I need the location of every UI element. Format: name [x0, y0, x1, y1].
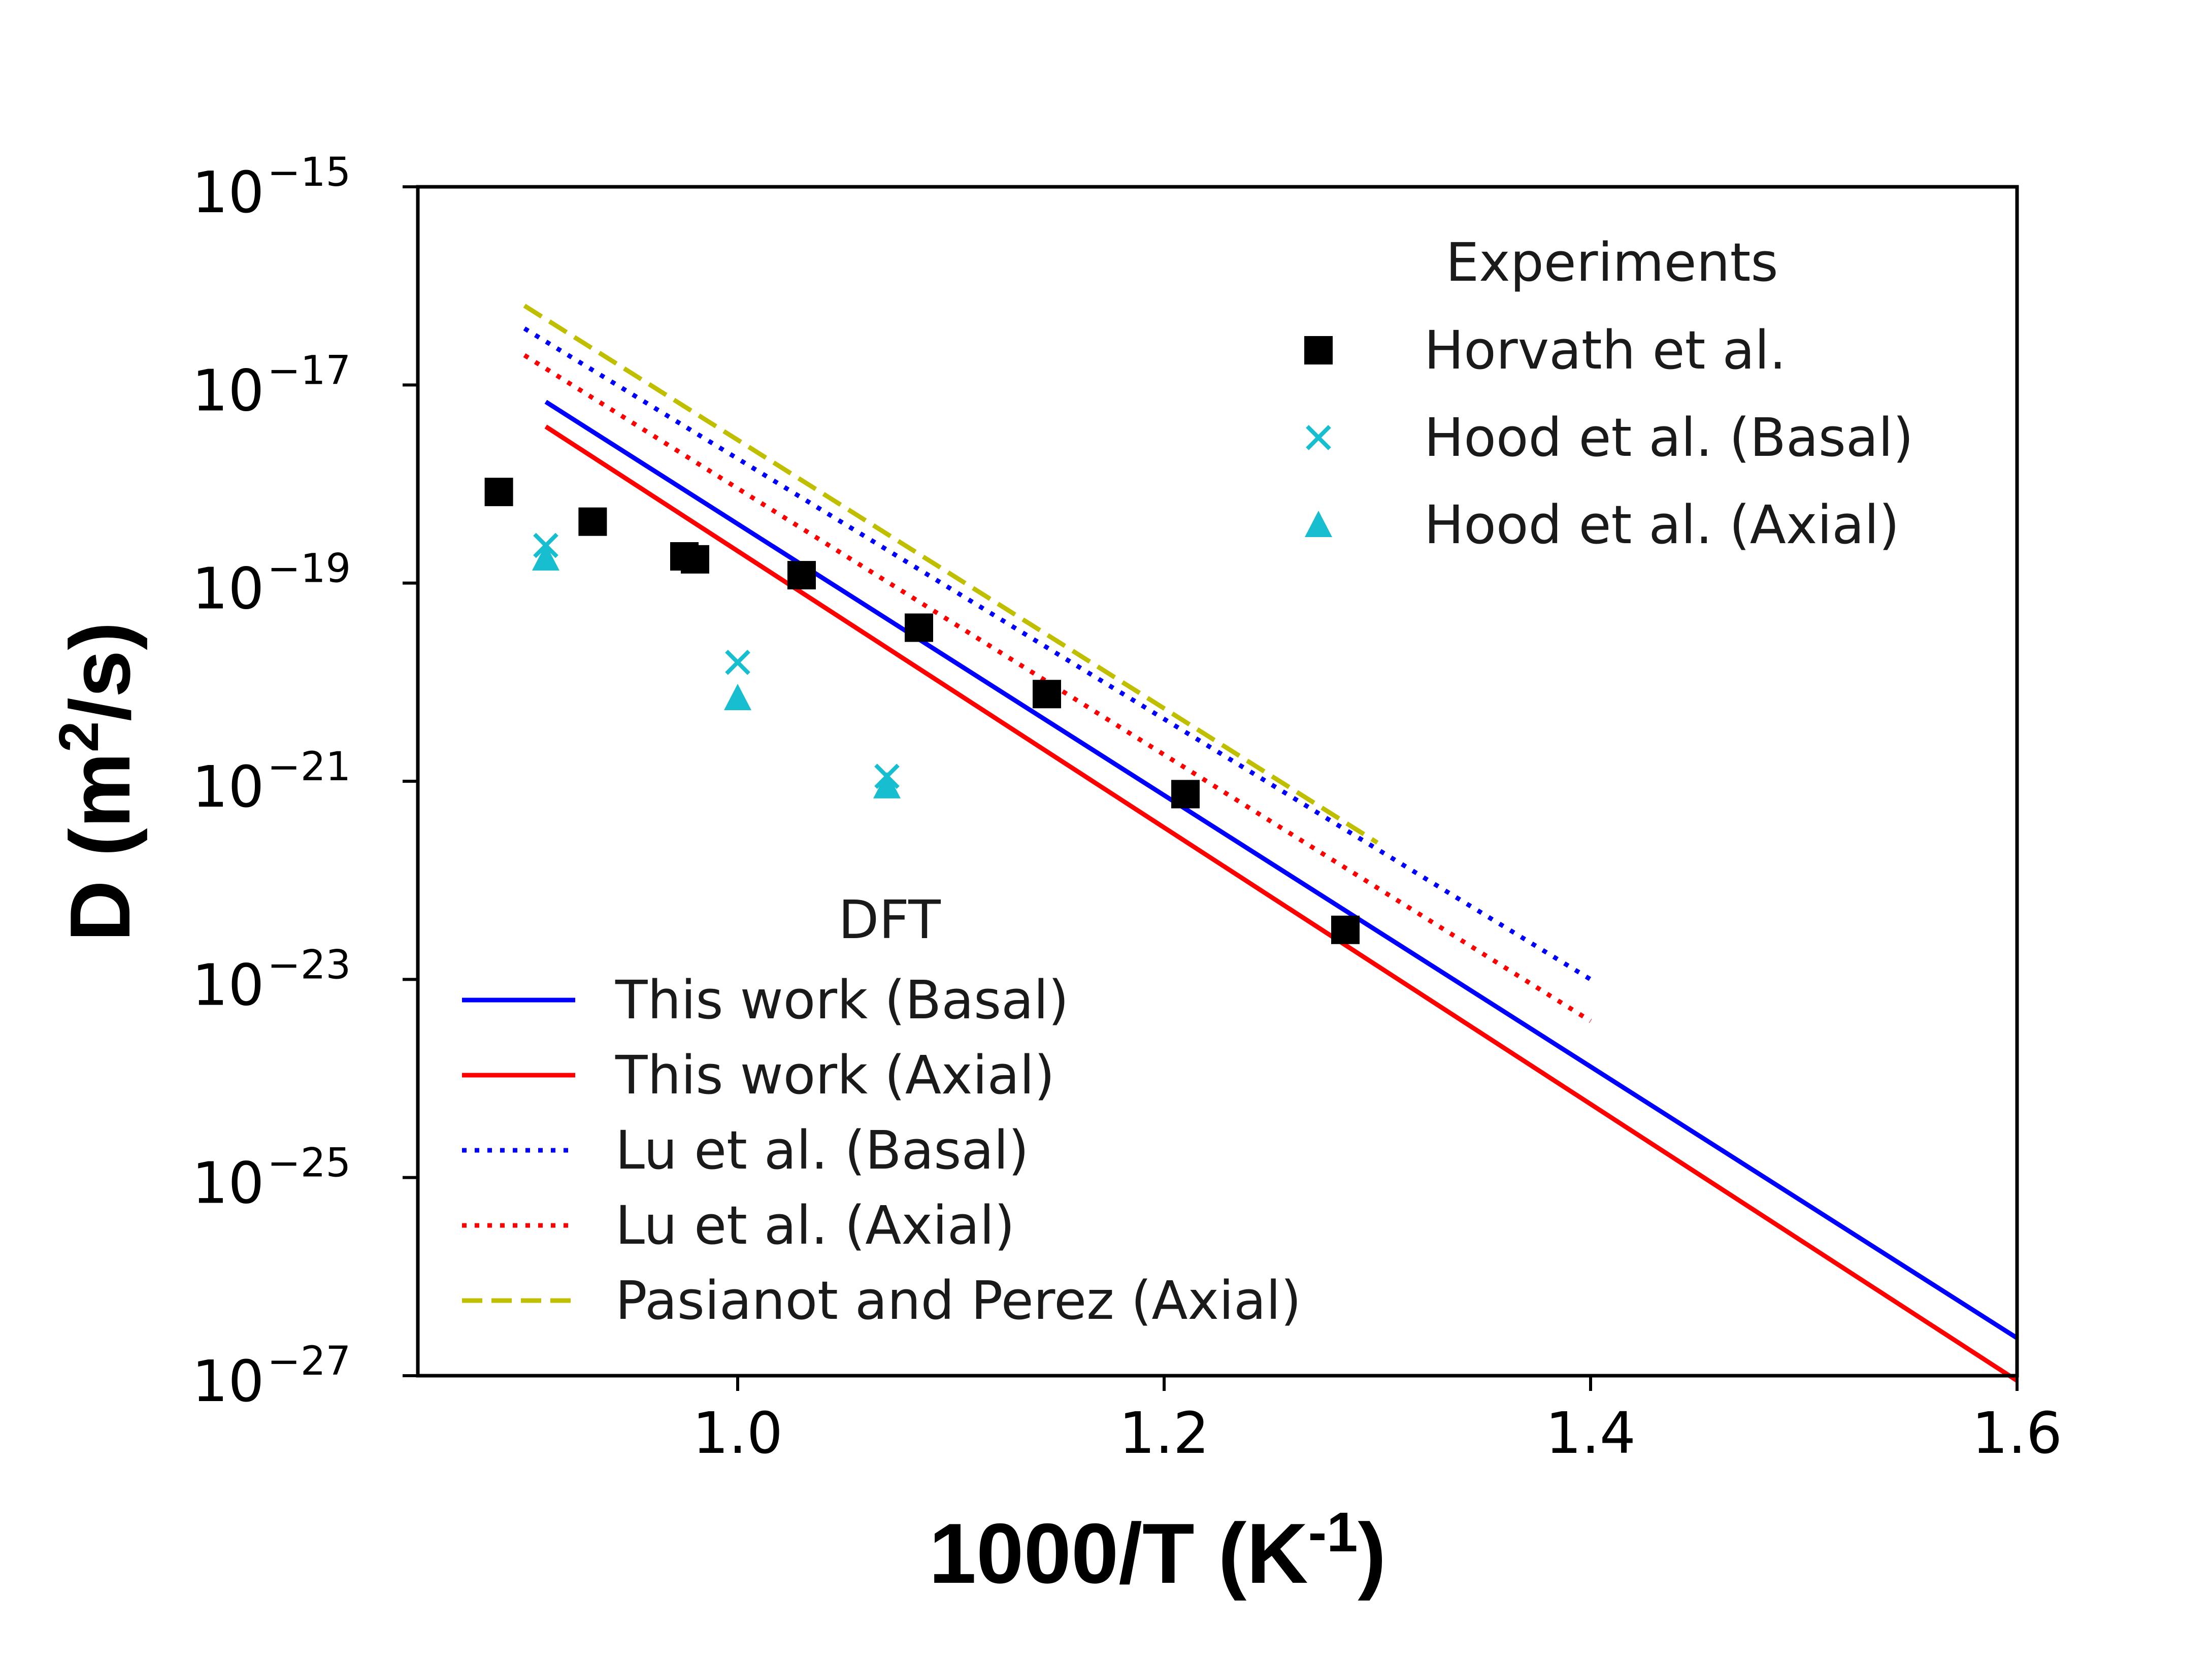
data-point-hood-et-al-axial	[724, 684, 751, 711]
data-point-horvath-et-al	[1033, 680, 1061, 709]
x-tick-label: 1.0	[692, 1401, 783, 1467]
y-tick-label: 10−21	[192, 744, 351, 820]
legend-title: Experiments	[1445, 231, 1778, 293]
legend-label: Hood et al. (Axial)	[1424, 494, 1899, 556]
series-line-lu-et-al-basal	[523, 326, 1592, 982]
data-point-hood-et-al-axial	[873, 772, 901, 799]
y-tick-label: 10−25	[192, 1141, 351, 1217]
legend-label: Hood et al. (Basal)	[1424, 407, 1913, 469]
data-point-horvath-et-al	[787, 561, 816, 590]
legend-label: Lu et al. (Axial)	[615, 1194, 1015, 1256]
y-tick-label: 10−27	[192, 1339, 351, 1415]
y-axis-label: D (m2/s)	[48, 622, 148, 942]
x-axis-label: 1000/T (K-1)	[929, 1501, 1386, 1601]
data-point-hood-et-al-basal	[725, 649, 750, 675]
legend-label: Horvath et al.	[1424, 319, 1786, 381]
legend-experiments: Experiments Horvath et al. Hood et al. (Ba…	[1304, 231, 1913, 556]
legend-label: This work (Basal)	[615, 969, 1069, 1031]
x-tick-label: 1.2	[1119, 1401, 1209, 1467]
y-tick-label: 10−15	[192, 150, 351, 226]
y-axis-ticks: 10−15 10−17 10−19 10−21 10−23 10−25 10−27	[192, 150, 418, 1415]
x-axis-ticks: 1.0 1.2 1.4 1.6	[692, 1376, 2062, 1467]
data-point-horvath-et-al	[1171, 780, 1200, 809]
data-point-hood-et-al-axial	[532, 544, 559, 571]
y-tick-label: 10−23	[192, 942, 351, 1018]
x-tick-label: 1.6	[1972, 1401, 2062, 1467]
series-line-this-work-basal	[544, 400, 2019, 1340]
legend-label: Pasianot and Perez (Axial)	[615, 1270, 1301, 1332]
data-point-horvath-et-al	[1331, 915, 1360, 944]
legend-label: This work (Axial)	[615, 1044, 1055, 1106]
data-point-horvath-et-al	[905, 613, 933, 642]
legend-title: DFT	[838, 889, 941, 951]
legend-marker-hood-et-al-basal	[1306, 425, 1331, 450]
legend-marker-horvath-et-al	[1304, 336, 1333, 364]
legend-marker-hood-et-al-axial	[1305, 511, 1332, 537]
data-point-horvath-et-al	[681, 545, 709, 574]
legend-label: Lu et al. (Basal)	[615, 1119, 1029, 1181]
data-point-horvath-et-al	[578, 507, 607, 536]
data-point-horvath-et-al	[484, 478, 513, 507]
legend-dft: DFT This work (Basal) This work (Axial) Lu …	[462, 889, 1301, 1332]
y-tick-label: 10−19	[192, 546, 351, 622]
x-tick-label: 1.4	[1545, 1401, 1636, 1467]
series-line-pasianot-and-perez-axial	[523, 304, 1379, 845]
plot-markers	[484, 478, 1360, 944]
y-tick-label: 10−17	[192, 348, 351, 424]
